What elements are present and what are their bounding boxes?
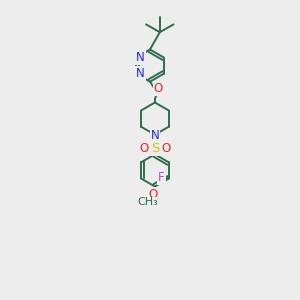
- Text: O: O: [140, 142, 149, 155]
- Text: S: S: [151, 142, 159, 155]
- Text: O: O: [154, 82, 163, 95]
- Text: F: F: [158, 171, 165, 184]
- Text: N: N: [136, 67, 145, 80]
- Text: O: O: [148, 188, 158, 201]
- Text: CH₃: CH₃: [138, 197, 158, 207]
- Text: O: O: [161, 142, 170, 155]
- Text: N: N: [151, 129, 159, 142]
- Text: N: N: [136, 51, 145, 64]
